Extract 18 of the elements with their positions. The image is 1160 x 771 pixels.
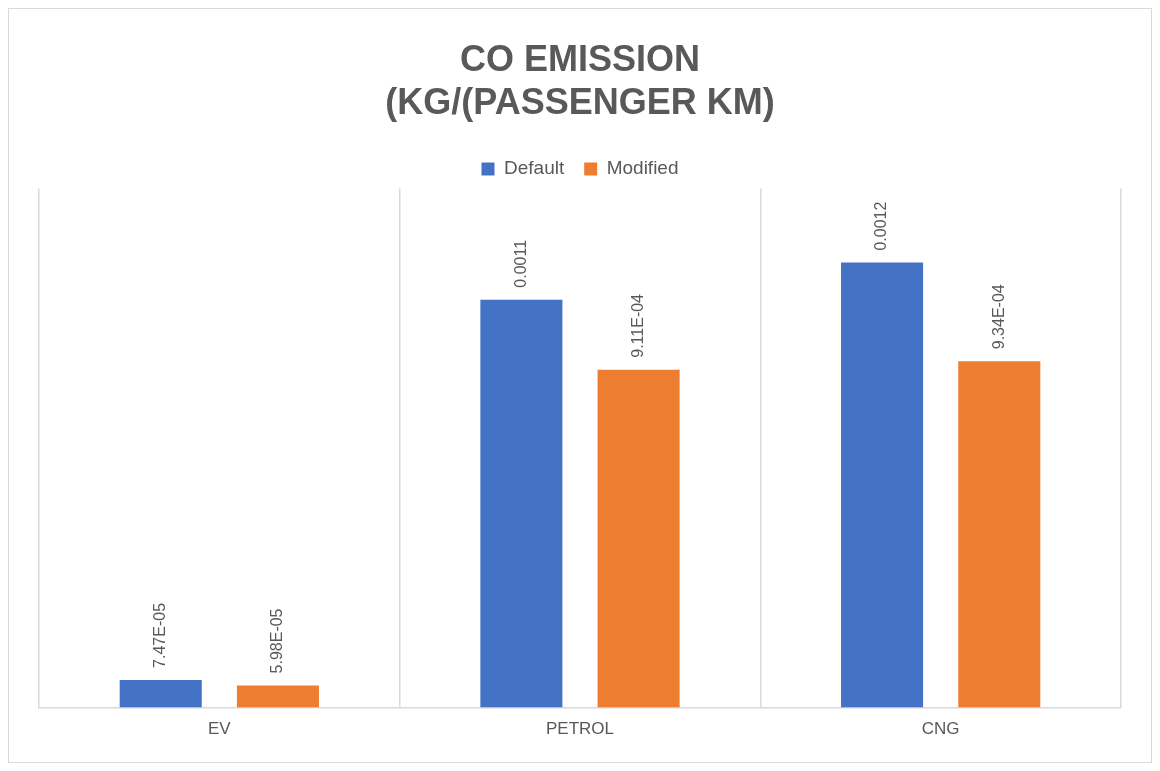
bar bbox=[958, 361, 1041, 708]
data-label: 0.0012 bbox=[872, 201, 890, 251]
bar bbox=[841, 262, 924, 708]
data-label: 9.11E-04 bbox=[629, 293, 647, 358]
data-label: 5.98E-05 bbox=[268, 608, 286, 674]
x-tick-label: PETROL bbox=[545, 719, 615, 739]
legend-label: Default bbox=[503, 157, 565, 179]
x-tick-label: EV bbox=[207, 719, 232, 739]
chart-title: CO EMISSION (KG/(PASSENGER KM) bbox=[385, 37, 775, 122]
legend-label: Modified bbox=[606, 157, 679, 179]
data-label: 9.34E-04 bbox=[989, 284, 1007, 350]
bar bbox=[597, 369, 680, 708]
bar bbox=[119, 679, 202, 708]
data-label: 0.0011 bbox=[511, 239, 529, 288]
x-tick-label: CNG bbox=[921, 719, 960, 739]
bar bbox=[480, 299, 563, 708]
data-label: 7.47E-05 bbox=[151, 602, 169, 668]
bar bbox=[236, 685, 319, 708]
